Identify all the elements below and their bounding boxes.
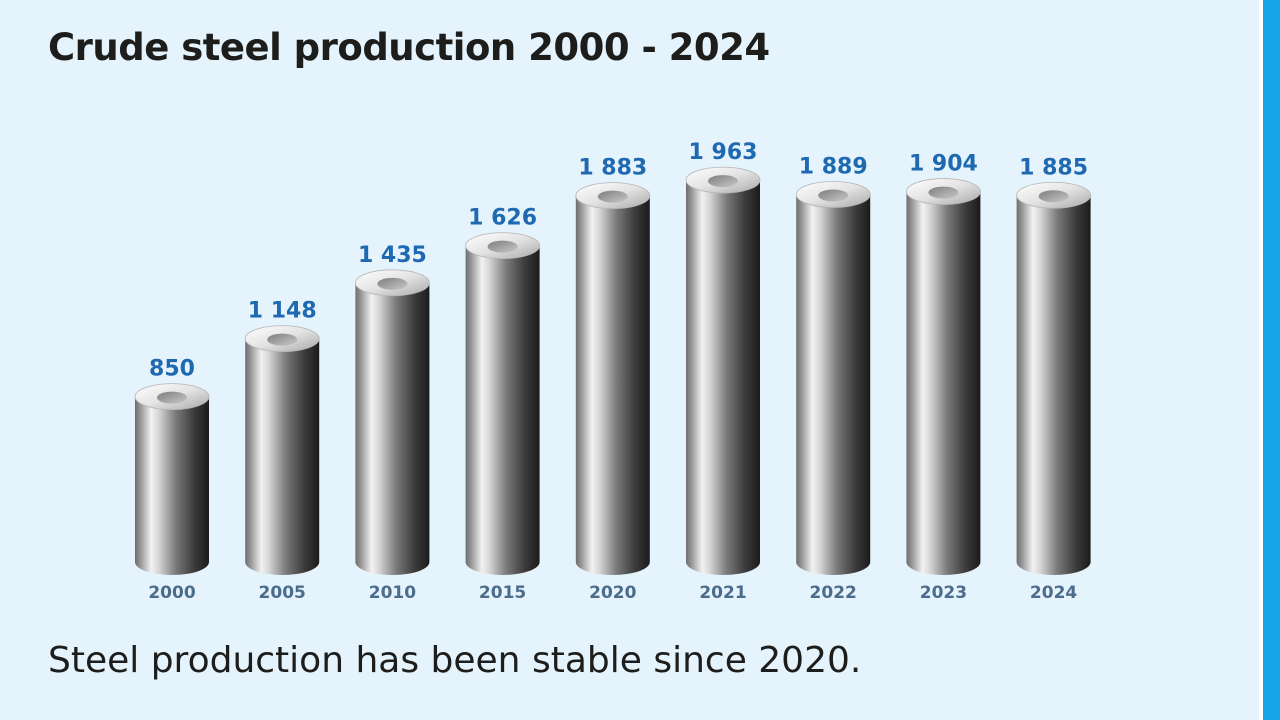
- bar-hole: [928, 186, 959, 199]
- value-label: 1 885: [1019, 155, 1088, 180]
- bar-2005: [244, 325, 320, 575]
- value-label: 1 883: [578, 156, 647, 181]
- bar-body: [906, 191, 981, 576]
- year-label: 2022: [810, 583, 857, 603]
- year-label: 2021: [699, 583, 746, 603]
- accent-bar: [1263, 0, 1280, 720]
- bar-hole: [487, 240, 518, 253]
- bar-hole: [597, 190, 628, 203]
- bar-body: [575, 195, 650, 575]
- bar-body: [135, 396, 209, 575]
- year-label: 2005: [259, 583, 306, 603]
- chart-title: Crude steel production 2000 - 2024: [48, 26, 770, 69]
- bar-2024: [1016, 181, 1091, 575]
- bar-2020: [575, 182, 651, 575]
- bar-body: [1016, 195, 1091, 575]
- steel-production-chart: 850 2000 1 148 2005 1 435 2010 1 626 2015 1 883 2…: [134, 140, 1091, 603]
- bar-hole: [708, 175, 738, 188]
- value-label: 1 435: [358, 243, 427, 268]
- bar-body: [245, 338, 320, 575]
- bar-hole: [157, 391, 187, 404]
- right-edge-line: [1259, 0, 1263, 720]
- year-label: 2000: [148, 583, 195, 603]
- year-label: 2020: [589, 583, 636, 603]
- bar-2000: [134, 383, 210, 575]
- bar-2022: [795, 181, 871, 575]
- value-label: 1 148: [248, 299, 317, 324]
- value-label: 1 626: [468, 206, 537, 231]
- bar-body: [796, 194, 871, 575]
- value-label: 1 889: [799, 154, 868, 179]
- bar-2015: [465, 232, 541, 575]
- bar-2023: [906, 178, 981, 576]
- bar-body: [355, 282, 430, 575]
- value-label: 1 904: [909, 152, 978, 177]
- bar-hole: [377, 277, 408, 290]
- chart-caption: Steel production has been stable since 2…: [48, 640, 862, 681]
- year-label: 2024: [1030, 583, 1077, 603]
- bar-body: [465, 245, 540, 575]
- bar-2010: [354, 269, 430, 575]
- value-label: 850: [149, 357, 195, 382]
- bar-hole: [818, 189, 849, 202]
- value-label: 1 963: [689, 140, 758, 165]
- bar-body: [686, 180, 760, 576]
- bar-2021: [685, 166, 761, 576]
- bar-hole: [1038, 190, 1069, 203]
- year-label: 2015: [479, 583, 526, 603]
- year-label: 2023: [920, 583, 967, 603]
- bar-hole: [267, 333, 298, 346]
- year-label: 2010: [369, 583, 416, 603]
